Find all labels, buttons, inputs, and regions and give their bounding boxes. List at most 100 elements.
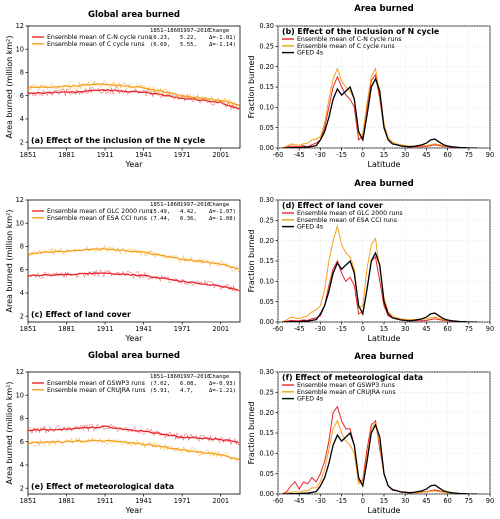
x-tick-label: -15 [336,325,347,333]
y-tick-label: 0.15 [259,83,274,91]
table-header-change: Change [209,374,230,380]
x-tick-label: 15 [380,151,388,159]
y-tick-label: 0.05 [259,470,274,478]
x-tick-label: 2001 [212,497,229,505]
table-header-change: Change [209,202,230,208]
series-line-black [282,251,478,322]
y-tick-label: 0.20 [259,63,274,71]
x-tick-label: 0 [361,151,365,159]
series-group [281,405,478,494]
series-line-red [282,255,478,322]
y-tick-label: 0.30 [259,368,274,376]
legend-entry: Ensemble mean of CRUJRA runs [297,389,396,396]
x-tick-label: 1911 [97,325,114,333]
plot-area [27,199,241,323]
chart-panel-e: 1851 1881 1911 1941 1971 2001 2 4 6 8 10 12 Year Area… [5,351,241,515]
y-tick-label: 8 [20,69,24,77]
chart-title: Area burned [354,179,413,189]
legend-entry: GFED 4s [297,50,323,57]
panel-label-text: (d) Effect of land cover [282,201,383,210]
legend-entry: Ensemble mean of C-N cycle runs [297,36,401,43]
series-line-red [28,425,239,444]
y-tick-label: 0.30 [259,196,274,204]
table-header-p1: 1851–1860 [150,28,180,34]
table-value-change: Δ=-0.93) [209,381,236,387]
x-tick-label: 75 [465,497,473,505]
x-axis-label: Latitude [368,334,401,343]
x-tick-label: 60 [443,325,451,333]
plot-area [27,371,241,495]
table-value-p1: (7.02, [150,381,170,387]
y-axis-label: Fraction burned [247,230,256,293]
x-tick-label: 2001 [212,151,229,159]
y-tick-label: 0.10 [259,104,274,112]
x-axis-label: Latitude [368,506,401,515]
legend-entry: Ensemble mean of C-N cycle runs [47,34,151,41]
panel-label-text: (e) Effect of meteorological data [31,482,174,491]
chart-panel-d: -60 -45 -30 -15 0 15 30 45 60 75 90 0.00 0.05 0.10 0.1… [247,179,494,343]
y-tick-label: 0.05 [259,298,274,306]
y-tick-label: 0.15 [259,429,274,437]
x-tick-label: 30 [401,325,409,333]
table-header-p2: 1997–2016 [180,202,210,208]
panel-label-text: (b) Effect of the inclusion of N cycle [282,27,439,36]
x-tick-label: -45 [294,151,305,159]
y-tick-label: 4 [20,461,24,469]
x-axis-label: Year [125,160,144,169]
x-tick-label: 0 [361,325,365,333]
table-value-p1: (6.69, [150,42,170,48]
table-header-p2: 1997–2016 [180,28,210,34]
y-tick-label: 0.25 [259,217,274,225]
legend-entry: Ensemble mean of C cycle runs [47,41,145,48]
y-tick-label: 0.00 [259,144,274,152]
x-tick-label: -30 [315,151,326,159]
y-tick-label: 12 [16,196,24,204]
series-line-orange [282,419,478,494]
table-value-change: Δ=-1.07) [209,209,236,215]
x-tick-label: -30 [315,325,326,333]
series-line-black [282,77,478,148]
series-line-red [28,88,239,110]
x-tick-label: -15 [336,151,347,159]
x-tick-label: -60 [273,151,284,159]
x-tick-label: 1941 [135,497,152,505]
x-tick-label: 15 [380,325,388,333]
x-tick-label: 1971 [174,151,191,159]
panel-label-text: (a) Effect of the inclusion of the N cyc… [31,136,205,145]
y-tick-label: 0.10 [259,450,274,458]
x-tick-label: 1851 [20,151,37,159]
table-value-p2: 4.7, [180,388,193,394]
y-tick-label: 2 [20,312,24,320]
panel-label-text: (f) Effect of meteorological data [282,373,423,382]
legend-entry: Ensemble mean of GLC 2000 runs [47,208,153,215]
table-header-p2: 1997–2016 [180,374,210,380]
y-axis-label: Fraction burned [247,402,256,465]
table-value-p2: 6.08, [180,381,197,387]
series-group [282,67,478,148]
legend-entry: Ensemble mean of C cycle runs [297,43,395,50]
y-axis-label: Area burned (million km²) [5,210,14,313]
x-tick-label: 1851 [20,497,37,505]
x-tick-label: 1911 [97,151,114,159]
legend-entry: Ensemble mean of ESA CCI runs [47,215,147,222]
x-tick-label: 1881 [58,151,75,159]
table-value-change: Δ=-1.21) [209,388,236,394]
series-line-black [282,423,478,494]
x-tick-label: 2001 [212,325,229,333]
x-tick-label: 1971 [174,325,191,333]
table-value-p1: (5.49, [150,209,170,215]
series-group [28,423,240,463]
y-tick-label: 0.15 [259,257,274,265]
y-tick-label: 2 [20,138,24,146]
x-tick-label: 90 [486,151,494,159]
x-tick-label: 30 [401,151,409,159]
x-tick-label: 60 [443,151,451,159]
series-line-orange [28,439,240,461]
x-tick-label: 0 [361,497,365,505]
y-tick-label: 10 [16,219,24,227]
legend-entry: Ensemble mean of GSWP3 runs [47,380,145,387]
x-tick-label: 75 [465,325,473,333]
y-tick-label: 0.00 [259,318,274,326]
series-group [28,80,240,111]
chart-title: Area burned [354,352,413,362]
